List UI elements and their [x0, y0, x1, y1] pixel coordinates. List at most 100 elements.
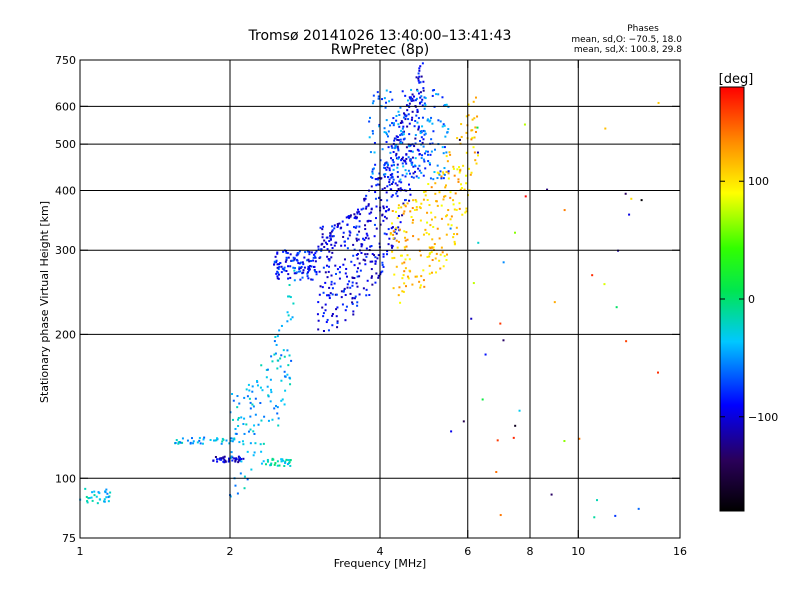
data-point — [84, 487, 87, 490]
data-point — [215, 439, 218, 442]
data-point — [385, 89, 388, 92]
data-point — [366, 234, 369, 237]
data-point — [408, 145, 411, 148]
data-point — [427, 183, 430, 186]
data-point — [360, 243, 363, 246]
data-point — [388, 183, 391, 186]
data-point — [444, 135, 447, 138]
data-point — [443, 173, 446, 176]
data-point — [225, 439, 228, 442]
data-point — [406, 109, 409, 112]
data-point — [404, 236, 407, 239]
data-point — [375, 272, 378, 275]
data-point — [550, 493, 553, 496]
data-point — [266, 385, 269, 388]
data-point — [377, 95, 380, 98]
data-point — [465, 174, 468, 177]
data-point — [400, 188, 403, 191]
data-point — [430, 116, 433, 119]
data-point — [465, 115, 468, 118]
data-point — [394, 137, 397, 140]
data-point — [356, 285, 359, 288]
data-point — [377, 274, 380, 277]
data-point — [303, 256, 306, 259]
x-tick-label: 6 — [464, 545, 471, 558]
data-point — [387, 228, 390, 231]
data-point — [563, 209, 566, 212]
data-point — [343, 289, 346, 292]
data-point — [375, 205, 378, 208]
data-point — [96, 502, 99, 505]
data-point — [366, 279, 369, 282]
data-point — [310, 278, 313, 281]
data-points — [79, 62, 660, 519]
data-point — [299, 270, 302, 273]
data-point — [444, 104, 447, 107]
data-point — [395, 114, 398, 117]
data-point — [343, 240, 346, 243]
data-point — [426, 150, 429, 153]
data-point — [356, 270, 359, 273]
data-point — [335, 308, 338, 311]
data-point — [384, 106, 387, 109]
data-point — [390, 164, 393, 167]
data-point — [230, 455, 233, 458]
data-point — [435, 271, 438, 274]
data-point — [280, 458, 283, 461]
data-point — [402, 159, 405, 162]
data-point — [470, 138, 473, 141]
data-point — [251, 403, 254, 406]
x-tick-label: 1 — [77, 545, 84, 558]
data-point — [338, 277, 341, 280]
data-point — [372, 100, 375, 103]
data-point — [449, 218, 452, 221]
data-point — [403, 204, 406, 207]
data-point — [391, 182, 394, 185]
data-point — [287, 459, 290, 462]
data-point — [260, 450, 263, 453]
data-point — [321, 233, 324, 236]
data-point — [282, 268, 285, 271]
data-point — [428, 204, 431, 207]
data-point — [236, 395, 239, 398]
data-point — [351, 301, 354, 304]
data-point — [374, 197, 377, 200]
data-point — [384, 162, 387, 165]
data-point — [276, 335, 279, 338]
y-axis-label: Stationary phase Virtual Height [km] — [38, 201, 51, 403]
data-point — [365, 232, 368, 235]
data-point — [289, 296, 292, 299]
data-point — [346, 223, 349, 226]
data-point — [395, 152, 398, 155]
data-point — [422, 269, 425, 272]
data-point — [351, 297, 354, 300]
data-point — [321, 286, 324, 289]
data-point — [419, 139, 422, 142]
data-point — [393, 122, 396, 125]
data-point — [336, 225, 339, 228]
data-point — [422, 89, 425, 92]
data-point — [349, 231, 352, 234]
data-point — [360, 208, 363, 211]
data-point — [95, 495, 98, 498]
data-point — [307, 277, 310, 280]
data-point — [391, 226, 394, 229]
data-point — [276, 460, 279, 463]
data-point — [282, 459, 285, 462]
data-point — [228, 442, 231, 445]
data-point — [277, 424, 280, 427]
data-point — [383, 127, 386, 130]
data-point — [189, 441, 192, 444]
data-point — [413, 95, 416, 98]
data-point — [404, 267, 407, 270]
data-point — [450, 224, 453, 227]
data-point — [308, 251, 311, 254]
data-point — [395, 144, 398, 147]
data-point — [593, 516, 596, 519]
data-point — [271, 360, 274, 363]
data-point — [371, 168, 374, 171]
data-point — [403, 230, 406, 233]
data-point — [380, 271, 383, 274]
data-point — [442, 198, 445, 201]
data-point — [402, 290, 405, 293]
